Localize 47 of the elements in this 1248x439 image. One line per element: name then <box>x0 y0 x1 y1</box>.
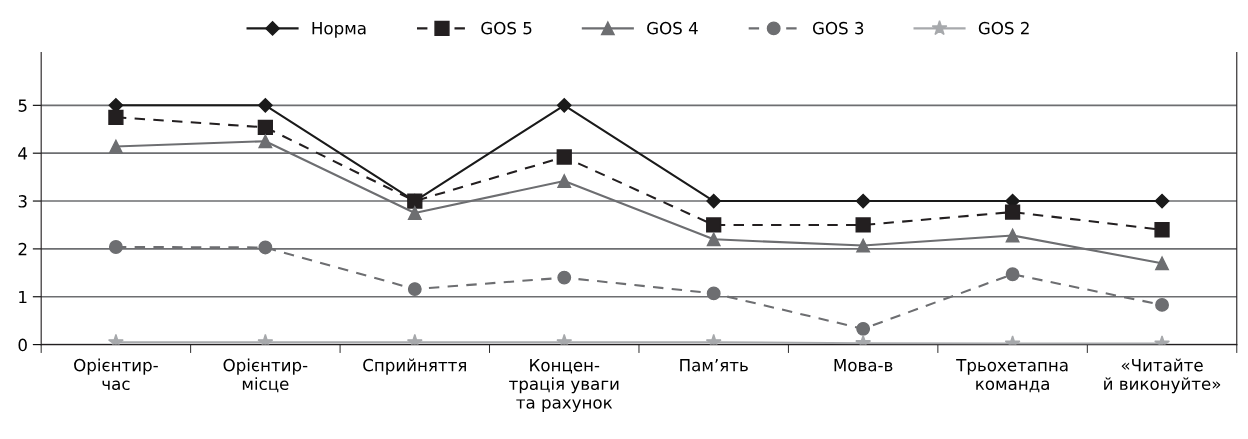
point <box>856 321 871 336</box>
point <box>1154 222 1170 238</box>
x-tick-label: Мова-в <box>834 359 893 372</box>
x-tick-label: Трьохетапна команда <box>956 359 1068 393</box>
legend-label: GOS 4 <box>647 21 698 35</box>
point <box>557 270 572 285</box>
x-tick-label: Сприйняття <box>363 358 466 375</box>
x-tick-label: Концен- трація уваги та рахунок <box>509 359 619 412</box>
point <box>257 119 273 135</box>
point <box>1005 267 1020 282</box>
point <box>108 240 123 254</box>
legend-label: GOS 3 <box>812 21 864 35</box>
point <box>257 97 273 113</box>
point <box>1005 228 1020 243</box>
legend-label: Норма <box>312 22 366 38</box>
x-tick-label: Орієнтир- місце <box>223 358 308 393</box>
point <box>108 139 123 154</box>
point <box>706 286 721 301</box>
point <box>856 238 871 253</box>
y-tick-label: 1 <box>19 290 27 304</box>
x-tick-label: Орієнтир- час <box>74 358 158 391</box>
point <box>407 206 422 220</box>
y-tick-label: 5 <box>18 99 27 112</box>
point <box>556 97 572 113</box>
point <box>556 149 572 165</box>
point <box>855 193 871 209</box>
point <box>1155 297 1169 312</box>
point <box>258 240 273 255</box>
y-tick-label: 2 <box>18 242 27 256</box>
x-tick-label: Пам’ять <box>680 359 748 372</box>
point <box>706 217 722 233</box>
x-tick-label: «Читайте й виконуйте» <box>1104 358 1221 394</box>
legend-label: GOS 5 <box>481 21 532 35</box>
point <box>557 173 572 188</box>
point <box>706 232 721 247</box>
point <box>1004 204 1021 220</box>
point <box>1154 193 1170 209</box>
y-tick-label: 4 <box>18 147 28 160</box>
point <box>258 134 273 149</box>
point <box>706 193 722 209</box>
legend-label: GOS 2 <box>978 21 1029 35</box>
point <box>1155 256 1169 271</box>
y-tick-label: 0 <box>18 338 27 352</box>
point <box>108 109 124 125</box>
y-tick-label: 3 <box>18 195 27 208</box>
point <box>855 217 871 233</box>
point <box>407 282 422 297</box>
